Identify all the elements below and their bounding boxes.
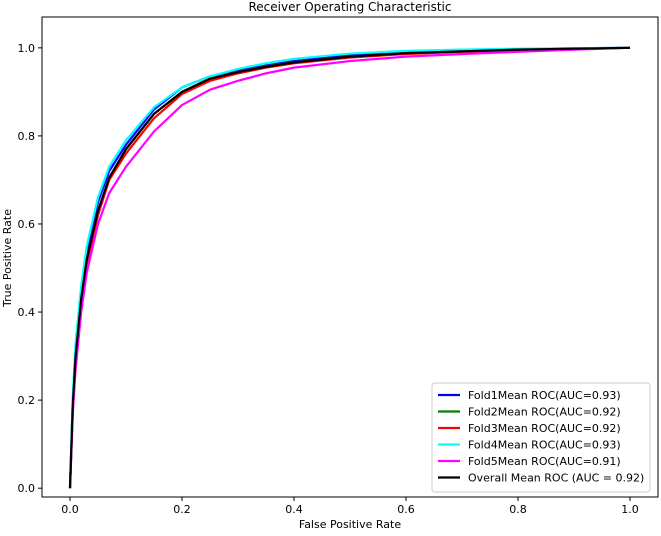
y-tick-label: 0.2 — [18, 394, 36, 407]
plot-area — [41, 16, 659, 498]
chart-title: Receiver Operating Characteristic — [248, 0, 451, 14]
legend-label: Overall Mean ROC (AUC = 0.92) — [468, 472, 644, 485]
x-tick-label: 0.4 — [285, 503, 303, 516]
x-tick-label: 0.0 — [61, 503, 79, 516]
plot-frame — [41, 16, 659, 498]
x-tick-label: 0.8 — [509, 503, 527, 516]
y-axis-label: True Positive Rate — [1, 209, 14, 308]
x-tick-label: 0.2 — [173, 503, 191, 516]
legend-label: Fold1Mean ROC(AUC=0.93) — [468, 389, 621, 402]
x-axis-ticks: 0.0 0.2 0.4 0.6 0.8 1.0 — [61, 497, 639, 516]
series-lines — [68, 46, 631, 489]
y-tick-label: 0.4 — [18, 306, 36, 319]
legend-label: Fold5Mean ROC(AUC=0.91) — [468, 455, 621, 468]
y-tick-label: 1.0 — [18, 42, 36, 55]
legend-label: Fold3Mean ROC(AUC=0.92) — [468, 422, 621, 435]
legend: Fold1Mean ROC(AUC=0.93) Fold2Mean ROC(AUC… — [431, 382, 651, 493]
legend-label: Fold4Mean ROC(AUC=0.93) — [468, 439, 621, 452]
y-tick-label: 0.6 — [18, 218, 36, 231]
y-tick-label: 0.0 — [18, 482, 36, 495]
y-tick-label: 0.8 — [18, 130, 36, 143]
legend-label: Fold2Mean ROC(AUC=0.92) — [468, 406, 621, 419]
legend-box — [431, 382, 651, 493]
series-line-4 — [68, 46, 631, 489]
x-tick-label: 0.6 — [397, 503, 415, 516]
series-line-6 — [68, 46, 631, 489]
series-line-5 — [68, 46, 631, 489]
x-axis-label: False Positive Rate — [299, 518, 401, 531]
x-tick-label: 1.0 — [621, 503, 639, 516]
y-axis-ticks: 0.0 0.2 0.4 0.6 0.8 1.0 — [18, 42, 42, 495]
